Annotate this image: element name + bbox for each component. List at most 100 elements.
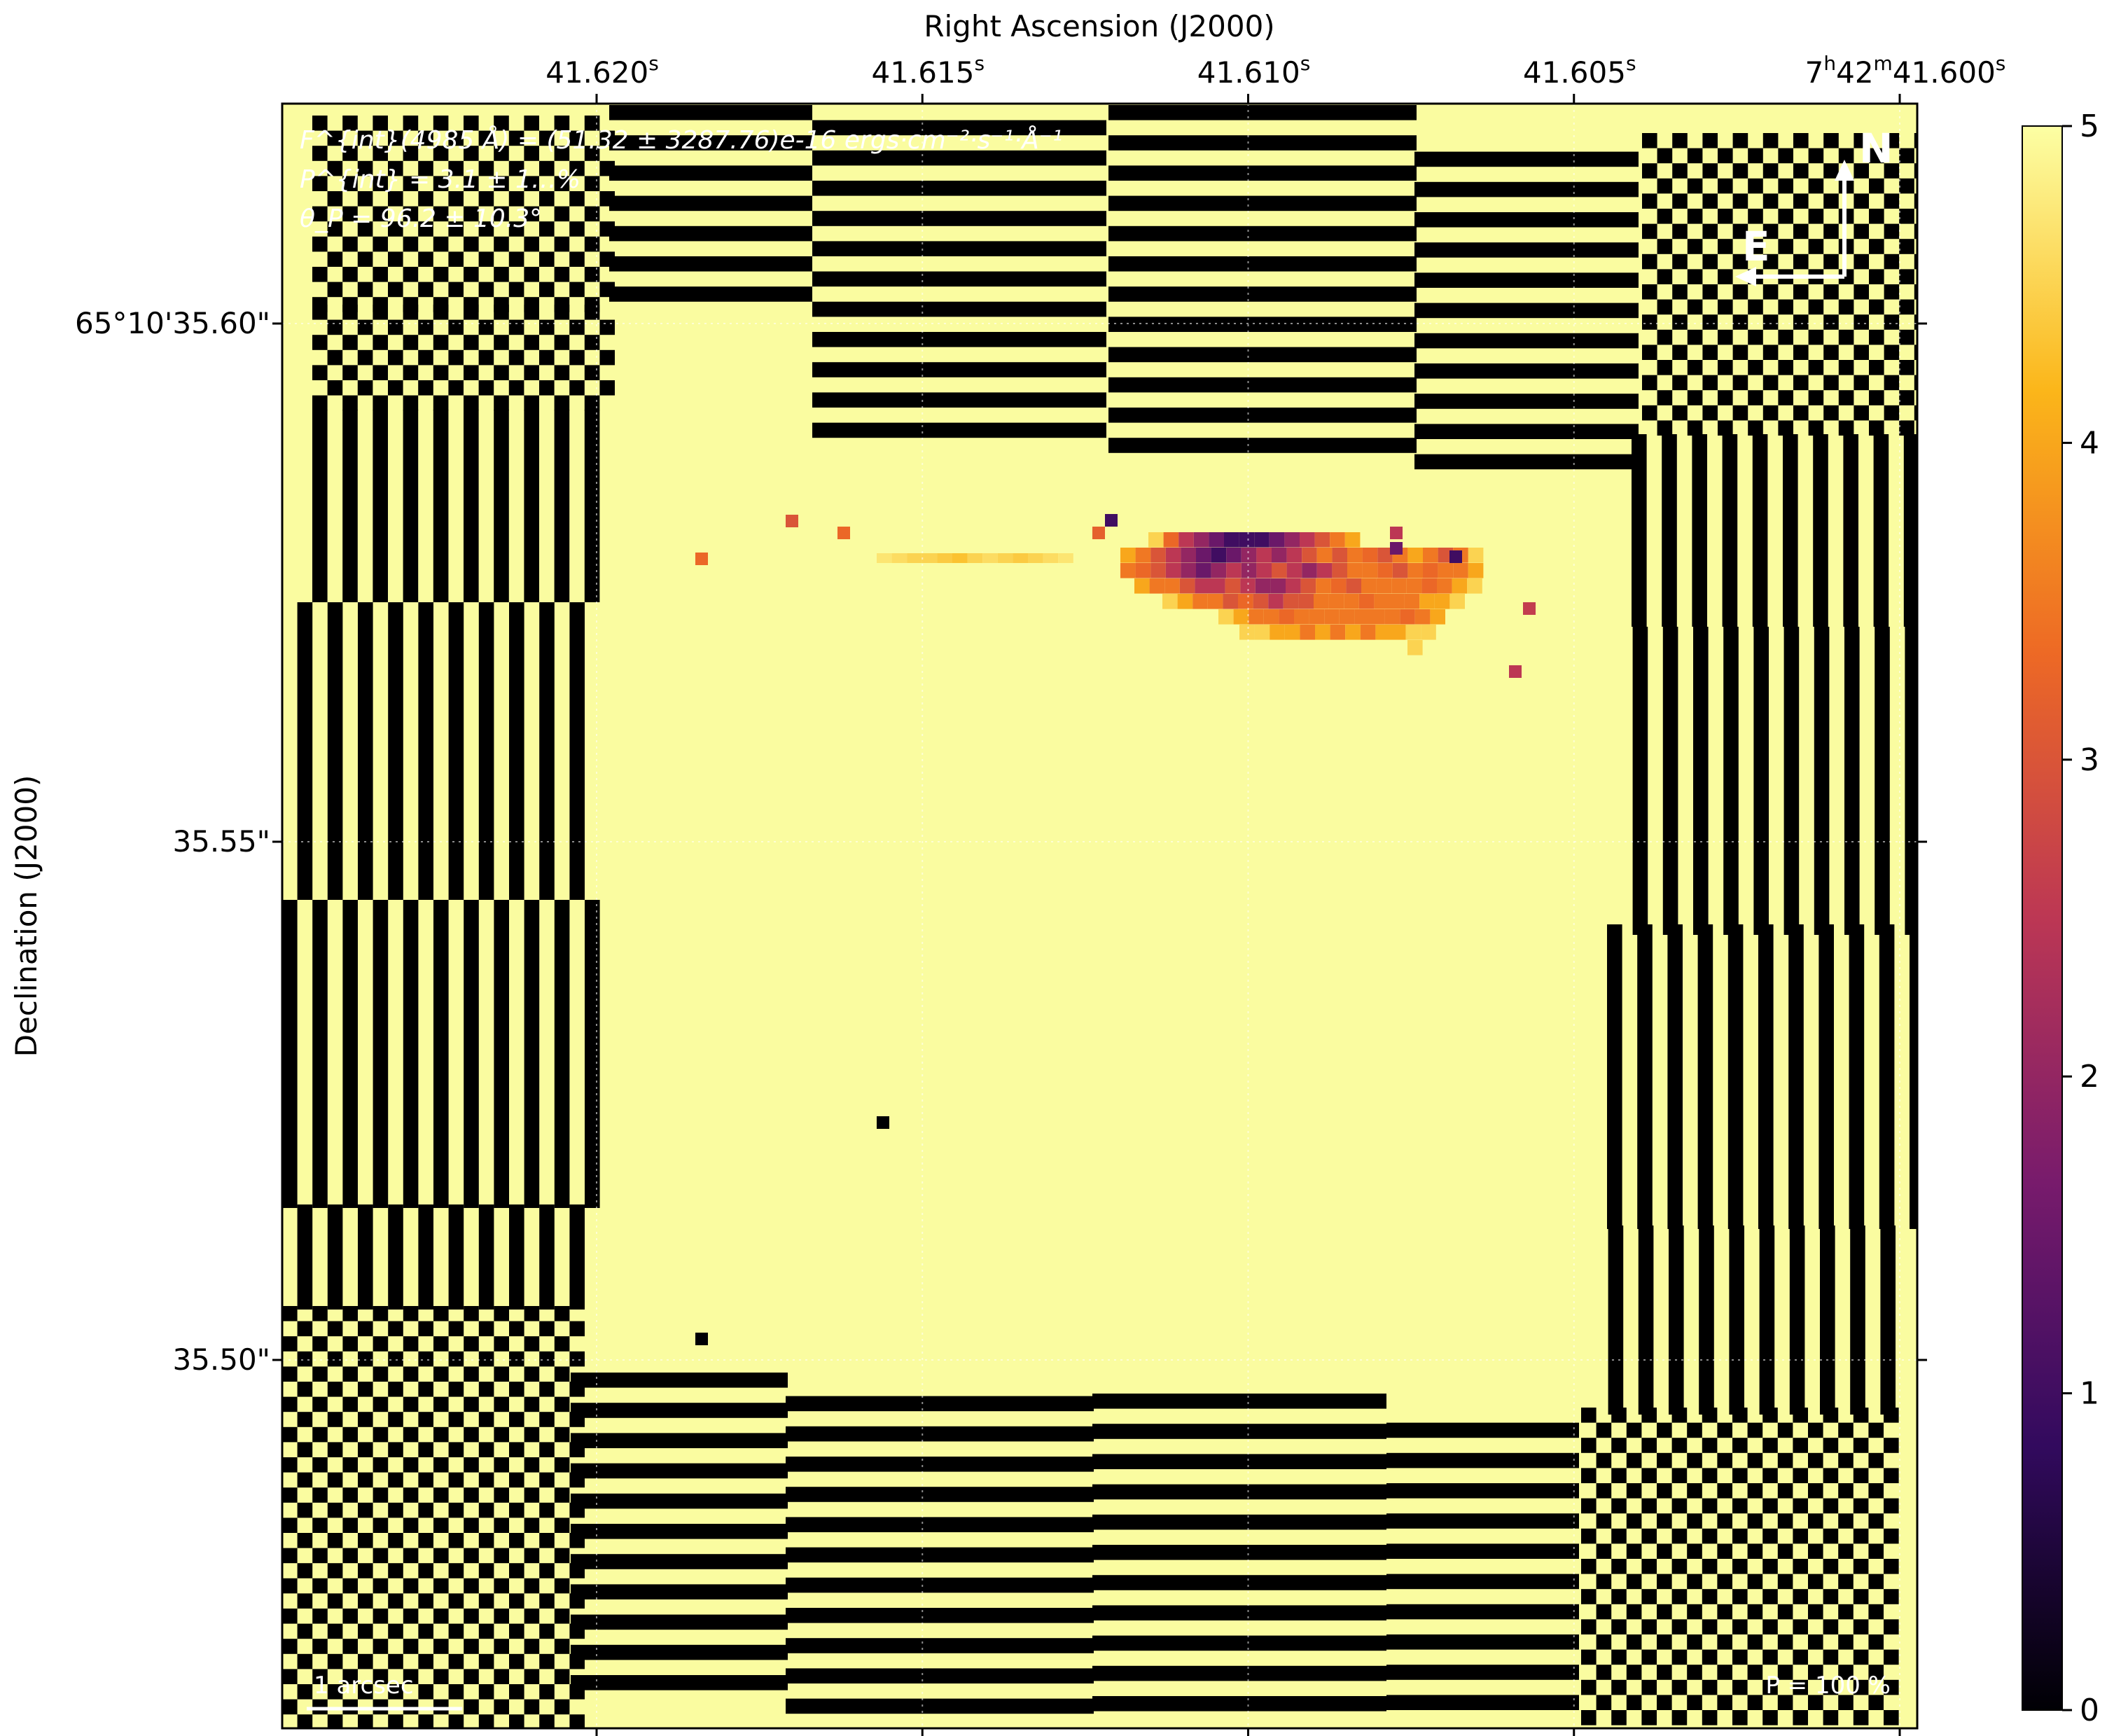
blob-pixel [1370, 609, 1385, 625]
blob-pixel [1148, 532, 1164, 548]
mask-check [524, 267, 539, 282]
mask-check [312, 1669, 328, 1684]
mask-stripe [1758, 924, 1774, 1229]
blob-pixel [1330, 578, 1347, 594]
mask-stripe [1108, 377, 1417, 393]
blob-pixel [1239, 625, 1255, 640]
mask-check [358, 1533, 373, 1548]
mask-check [1732, 375, 1748, 391]
mask-check [357, 349, 373, 366]
blob-pixel [1120, 548, 1136, 563]
mask-check [403, 1578, 419, 1594]
x-tick-label-s-sup: s [1996, 52, 2006, 75]
grid-lines [282, 104, 1917, 1728]
mask-check [569, 1351, 585, 1367]
isolated-point [695, 553, 708, 565]
mask-check [1732, 1710, 1748, 1725]
mask-check [1657, 239, 1673, 254]
mask-check [1718, 360, 1733, 375]
mask-check [312, 1699, 328, 1715]
mask-check [448, 130, 464, 146]
mask-check [1687, 360, 1703, 375]
mask-check [1808, 1695, 1823, 1710]
angle-annotation: θ_P = 96.2 ± 10.3° [300, 204, 542, 233]
blob-pixel [1226, 563, 1242, 578]
mask-check [433, 1699, 449, 1715]
mask-check [312, 1578, 328, 1594]
mask-check [1853, 1498, 1869, 1514]
mask-check [1732, 163, 1748, 179]
mask-stripe [373, 900, 389, 1208]
mask-check [1626, 1604, 1642, 1620]
mask-check [282, 1669, 298, 1684]
mask-check [448, 1382, 464, 1397]
mask-check [1823, 345, 1839, 360]
mask-check [1671, 1408, 1688, 1423]
mask-check [1869, 239, 1884, 254]
mask-stripe [1752, 434, 1768, 627]
mask-check [1854, 405, 1869, 421]
mask-check [403, 335, 419, 350]
mask-check [388, 1623, 403, 1639]
mask-check [1702, 375, 1718, 391]
mask-check [403, 1457, 419, 1473]
mask-stripe [509, 602, 524, 900]
mask-stripe [1092, 1575, 1386, 1590]
mask-check [1671, 1498, 1688, 1514]
mask-check [358, 1382, 373, 1397]
mask-check [1747, 1695, 1763, 1710]
mask-check [373, 395, 388, 411]
mask-check [478, 191, 494, 207]
mask-check [282, 1336, 298, 1352]
blob-pixel [1270, 625, 1285, 640]
mask-check [494, 1609, 509, 1624]
trail-pixel [1013, 553, 1028, 563]
mask-check [1778, 299, 1793, 315]
mask-check [418, 380, 433, 396]
blob-pixel [1177, 594, 1193, 609]
mask-check [1641, 1498, 1657, 1514]
mask-check [342, 1578, 358, 1594]
mask-stripe [1788, 924, 1804, 1229]
mask-check [433, 176, 449, 191]
blob-pixel [1300, 578, 1316, 594]
mask-check [448, 1412, 464, 1427]
compass-n-label: N [1859, 125, 1893, 172]
x-tick-label: 7h42m41.600s [1805, 52, 2006, 90]
mask-check [1884, 1559, 1899, 1574]
mask-check [554, 206, 570, 222]
mask-check [358, 1351, 373, 1367]
mask-check [524, 395, 539, 411]
mask-check [554, 267, 570, 282]
x-tick-label-minutes: 42 [1836, 55, 1873, 90]
mask-check [1838, 1604, 1854, 1620]
mask-check [1611, 1559, 1627, 1574]
mask-check [1748, 299, 1763, 315]
edge-point [1390, 527, 1403, 539]
blob-pixel [1207, 594, 1223, 609]
mask-check [584, 335, 600, 350]
mask-check [1718, 390, 1733, 405]
mask-check [448, 1351, 464, 1367]
blob-pixel [1316, 548, 1333, 563]
mask-stripe [342, 900, 358, 1208]
compass-e-label: E [1742, 223, 1770, 270]
mask-check [312, 236, 328, 252]
mask-check [448, 1502, 464, 1518]
polarization-annotation: P^{int} = 3.1 ± 1…% [300, 165, 580, 194]
mask-check [494, 1396, 509, 1412]
mask-check [569, 251, 585, 267]
mask-check [282, 1609, 298, 1624]
mask-check [388, 282, 403, 298]
colorbar-gradient [2022, 125, 2063, 1711]
mask-check [1718, 299, 1733, 315]
mask-stripe [786, 1638, 1094, 1653]
mask-check [539, 319, 555, 335]
mask-stripe [1386, 1422, 1579, 1438]
blob-pixel [1332, 563, 1347, 578]
mask-check [1854, 314, 1869, 330]
mask-check [297, 1351, 313, 1367]
mask-stripe [464, 410, 479, 602]
mask-check [1914, 375, 1917, 391]
colorbar-tick-label: 2 [2080, 1059, 2099, 1095]
